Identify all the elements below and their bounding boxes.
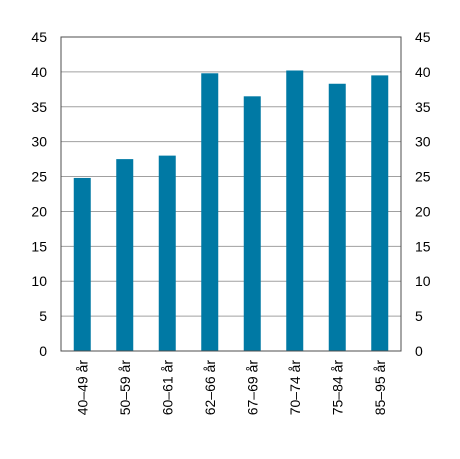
y-tick-label-left: 25 [31, 169, 47, 185]
x-tick-label: 62–66 år [202, 360, 218, 416]
y-tick-label-right: 35 [415, 99, 431, 115]
bar [328, 83, 346, 352]
x-tick-label: 85–95 år [372, 360, 388, 416]
bar [286, 70, 304, 351]
y-tick-label-left: 5 [39, 308, 47, 324]
y-tick-label-left: 35 [31, 99, 47, 115]
y-tick-label-right: 5 [415, 308, 423, 324]
x-axis-ticks: 40–49 år 50–59 år 60–61 år 62–66 år 67–69 år… [74, 360, 388, 416]
x-tick-label: 50–59 år [117, 360, 133, 416]
bar [243, 96, 261, 351]
y-tick-label-right: 15 [415, 238, 431, 254]
x-tick-label: 67–69 år [244, 360, 260, 416]
bar [116, 159, 134, 351]
y-axis-left-ticks: 0 5 10 15 20 25 30 35 40 45 [31, 29, 47, 359]
y-axis-right-ticks: 0 5 10 15 20 25 30 35 40 45 [415, 29, 431, 359]
y-tick-label-right: 30 [415, 134, 431, 150]
y-tick-label-right: 45 [415, 29, 431, 45]
y-tick-label-right: 0 [415, 343, 423, 359]
y-tick-label-left: 20 [31, 203, 47, 219]
y-tick-label-right: 40 [415, 64, 431, 80]
plot-border [60, 36, 402, 352]
bars [73, 70, 389, 352]
x-tick-label: 75–84 år [329, 360, 345, 416]
bar [73, 177, 91, 351]
y-tick-label-left: 30 [31, 134, 47, 150]
y-tick-label-left: 15 [31, 238, 47, 254]
y-tick-label-left: 40 [31, 64, 47, 80]
y-tick-label-right: 20 [415, 203, 431, 219]
y-tick-label-right: 10 [415, 273, 431, 289]
y-tick-label-left: 10 [31, 273, 47, 289]
bar [201, 73, 219, 351]
x-tick-label: 40–49 år [74, 360, 90, 416]
y-tick-label-left: 45 [31, 29, 47, 45]
bar [371, 75, 389, 351]
plot-frame [60, 36, 402, 352]
gridlines [61, 71, 401, 317]
x-tick-label: 60–61 år [159, 360, 175, 416]
bar [158, 155, 176, 351]
y-tick-label-left: 0 [39, 343, 47, 359]
y-tick-label-right: 25 [415, 169, 431, 185]
x-tick-label: 70–74 år [287, 360, 303, 416]
